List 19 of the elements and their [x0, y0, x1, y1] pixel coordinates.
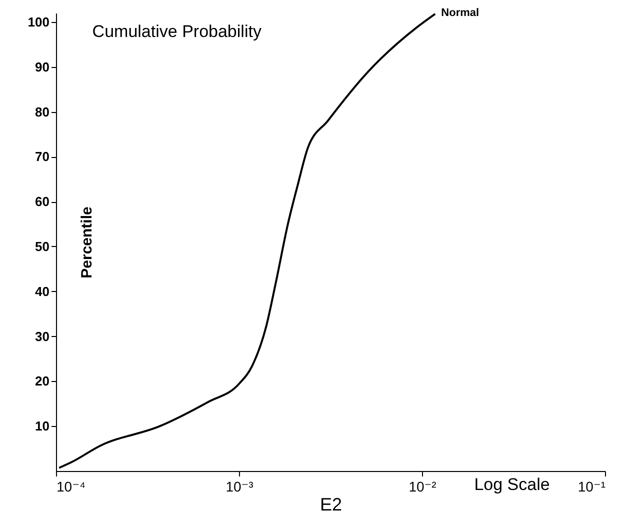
y-tick-label: 70: [35, 149, 50, 164]
y-tick-label: 40: [35, 284, 50, 299]
text: Cumulative Probability: [92, 22, 262, 41]
y-tick-label: 20: [35, 374, 50, 389]
y-tick-label: 100: [28, 14, 50, 30]
x-tick-label: 10⁻⁴: [56, 478, 86, 494]
x-tick-label: 10⁻²: [408, 478, 437, 494]
x-axis-title: E2: [320, 494, 342, 514]
text: Log Scale: [474, 475, 550, 494]
y-tick-label: 30: [35, 328, 50, 344]
y-tick-label: 80: [35, 104, 50, 120]
x-tick-label: 10⁻¹: [578, 478, 606, 494]
y-tick-label: 10: [35, 418, 50, 434]
y-tick-label: 50: [35, 238, 50, 254]
y-axis-title: Percentile: [78, 206, 96, 278]
series-label: Normal: [441, 6, 480, 19]
y-tick-label: 60: [35, 194, 50, 210]
y-tick-label: 90: [35, 59, 50, 74]
x-tick-label: 10⁻³: [226, 478, 254, 494]
